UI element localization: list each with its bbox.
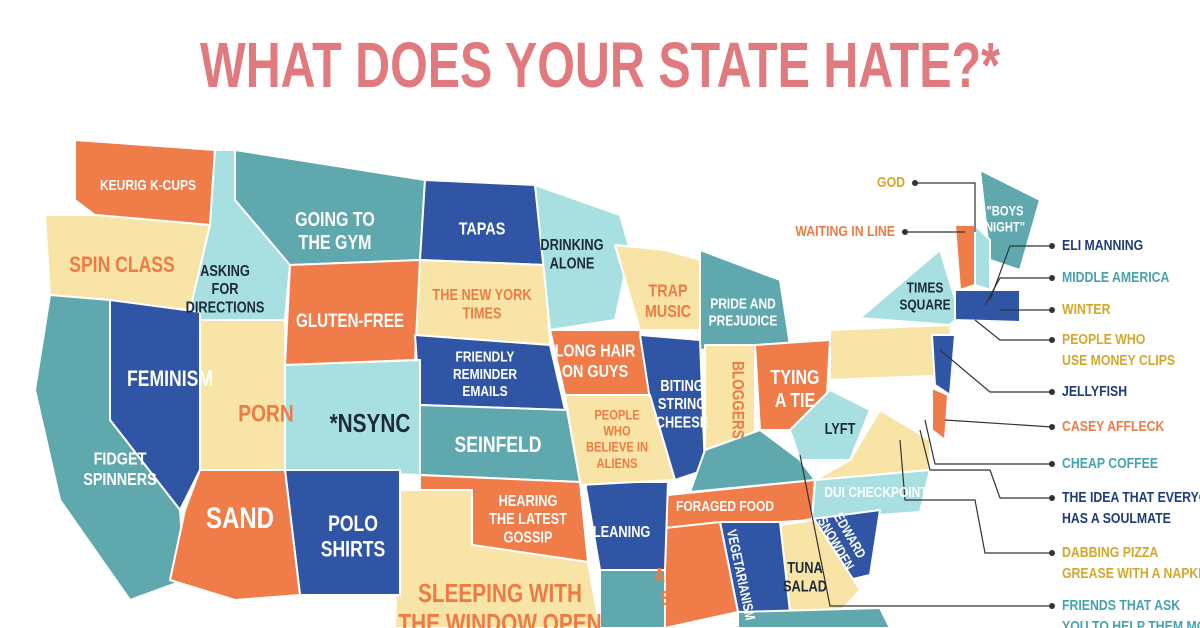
state-label: SEINFELD (455, 433, 542, 457)
state-label: PORN (238, 399, 293, 427)
callout-label: WAITING IN LINE (795, 223, 895, 239)
state-label: SALAD (783, 578, 827, 596)
state-label: TYING (771, 366, 820, 388)
callout-label: CHEAP COFFEE (1062, 455, 1158, 471)
leader-lines (799, 180, 1055, 609)
state-label: FOR (212, 281, 239, 299)
state-label: SPIN CLASS (69, 253, 175, 277)
state (199, 319, 286, 471)
state-label: FIDGET (94, 449, 147, 469)
state-label: SQUARE (899, 296, 950, 313)
state-label: LYFT (825, 421, 856, 439)
state-label: MUSIC (645, 302, 692, 322)
state (811, 469, 931, 521)
state-label: A TIE (775, 389, 815, 411)
state-label: FRIENDLY (456, 348, 515, 365)
state (639, 334, 706, 481)
callout-label: JELLYFISH (1062, 383, 1127, 399)
callout-label: FRIENDS THAT ASK (1062, 597, 1180, 613)
state-label: DIRECTIONS (186, 299, 265, 317)
state-label: GLUTEN-FREE (296, 309, 404, 331)
state (814, 409, 931, 481)
state-label: FEMINISM (127, 367, 213, 391)
callout-label: CASEY AFFLECK (1062, 418, 1165, 434)
state-label: GOSSIP (503, 529, 552, 547)
state (534, 184, 631, 331)
state-label: ALONE (550, 255, 595, 273)
state (931, 334, 956, 396)
state (829, 324, 956, 381)
callout-label: WINTER (1062, 301, 1111, 317)
state-label: BITING (660, 378, 703, 396)
state-label: SHIRTS (321, 538, 385, 562)
state-label: HEARING (499, 493, 558, 511)
callout-label: PEOPLE WHO (1062, 331, 1146, 347)
state-label: LONG HAIR (555, 341, 636, 361)
state-label: BLOGGERS (728, 361, 747, 439)
state-label: EMAILS (462, 383, 507, 400)
state-label: BELIEVE IN (586, 440, 648, 455)
state-label: SAND (206, 500, 274, 534)
state (931, 387, 949, 441)
state (979, 169, 1041, 271)
state-label: ANAL (654, 564, 698, 586)
callout-label: GOD (877, 174, 905, 190)
state-label: WHO (603, 423, 630, 438)
map (34, 139, 1041, 628)
state-label: TAPAS (459, 219, 506, 239)
state-label: THE WINDOW OPEN (398, 609, 601, 628)
callout-label: ELI MANNING (1062, 237, 1143, 253)
state (394, 489, 601, 628)
callout-label: HAS A SOULMATE (1062, 510, 1171, 526)
state-label: THE NEW YORK (432, 287, 532, 305)
callout-label: USE MONEY CLIPS (1062, 352, 1175, 368)
state-label: GOING TO (295, 208, 375, 230)
state (789, 389, 871, 461)
state-label: TIMES (462, 305, 501, 323)
state-label: SPINNERS (83, 470, 157, 490)
state-label: "BOYS (987, 203, 1024, 218)
state (737, 607, 891, 628)
state-label: THE GYM (299, 231, 372, 253)
state-label: POLO (328, 512, 378, 536)
callout-label: YOU TO HELP THEM MO (1062, 618, 1200, 628)
state (689, 429, 816, 493)
state-label: FORAGED FOOD (676, 498, 774, 515)
state-label: REMINDER (453, 366, 517, 383)
state-label: ON GUYS (562, 362, 628, 382)
state-label: TUNA (787, 560, 823, 578)
state-label: PREJUDICE (709, 312, 778, 329)
state-label: *NSYNC (330, 409, 411, 438)
state-label: TRAP (648, 281, 687, 301)
state (954, 289, 1021, 323)
callout-label: THE IDEA THAT EVERYON (1062, 489, 1200, 505)
state-label: KEURIG K-CUPS (100, 177, 196, 194)
callout-label: GREASE WITH A NAPKI (1062, 565, 1200, 581)
state-label: DUI CHECKPOINTS (824, 484, 935, 501)
state-label: TIMES (907, 279, 944, 296)
state (954, 224, 976, 291)
state-label: CHEESE (656, 414, 709, 432)
state (169, 469, 301, 601)
state-label: PEOPLE (594, 407, 639, 422)
callout-label: DABBING PIZZA (1062, 544, 1158, 560)
title: WHAT DOES YOUR STATE HATE?* (200, 29, 1000, 101)
state-label: DRINKING (540, 237, 603, 255)
state-label: SLEEPING WITH (418, 579, 582, 608)
state-label: ALIENS (596, 456, 637, 471)
state-label: PRIDE AND (710, 295, 776, 312)
state-label: STRING (658, 396, 706, 414)
state-label: SEX (660, 587, 692, 609)
state-label: THE LATEST (489, 511, 567, 529)
state-label: NIGHT" (985, 220, 1025, 235)
state-label: ASKING (200, 263, 250, 281)
state-label: CLEANING (584, 524, 651, 542)
callout-label: MIDDLE AMERICA (1062, 269, 1169, 285)
